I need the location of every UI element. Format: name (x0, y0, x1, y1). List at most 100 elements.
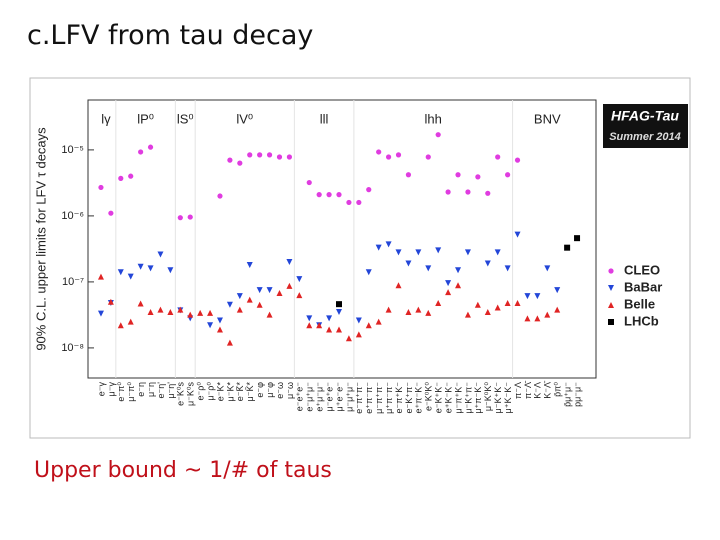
x-tick-label: μ⁺e⁻e⁻ (334, 382, 344, 412)
data-point (177, 306, 184, 313)
data-point (167, 308, 174, 315)
x-tick-label: e⁻π⁺π⁻ (354, 382, 364, 414)
data-point (266, 287, 273, 294)
x-tick-label: e⁻K⁰K⁰ (424, 382, 434, 411)
x-tick-label: μ⁺K⁻K⁻ (503, 382, 513, 414)
data-point (375, 318, 382, 325)
data-point (187, 311, 194, 318)
x-tick-label: μ⁻K̄* (245, 382, 255, 402)
data-point (514, 157, 521, 163)
data-point (226, 339, 233, 346)
section-label: lhh (425, 111, 442, 126)
data-point (464, 249, 471, 256)
data-point (464, 311, 471, 318)
x-tick-label: μ⁻K* (225, 382, 235, 402)
section-label: lll (320, 111, 329, 126)
data-point (128, 173, 134, 179)
data-point (425, 265, 432, 272)
data-point (227, 157, 233, 163)
data-point (286, 154, 293, 160)
badge-title: HFAG-Tau (611, 108, 679, 124)
data-point (355, 331, 362, 338)
data-point (167, 267, 174, 274)
data-point (187, 214, 193, 220)
x-tick-label: μ⁺π⁻K⁻ (473, 382, 483, 414)
x-tick-label: e⁻γ (96, 382, 106, 397)
legend-marker (608, 285, 614, 291)
data-point (138, 149, 144, 155)
data-point (306, 179, 312, 186)
data-point (197, 309, 204, 316)
data-point (365, 322, 372, 329)
section-label: lP⁰ (137, 111, 154, 126)
data-point (484, 260, 491, 267)
data-point (494, 304, 501, 311)
x-tick-label: p̄μ⁺μ⁻ (562, 382, 572, 407)
data-point (385, 154, 392, 160)
badge-box (603, 104, 688, 148)
data-point (494, 249, 501, 256)
x-tick-label: K⁻Λ̄ (543, 380, 553, 399)
data-point (276, 154, 283, 160)
data-point (266, 311, 273, 318)
x-tick-label: μ⁻K⁰s (186, 382, 196, 407)
slide-caption: Upper bound ~ 1/# of taus (34, 458, 332, 483)
x-tick-label: e⁺K⁻K⁻ (443, 382, 453, 414)
data-point (147, 265, 154, 272)
section-label: BNV (534, 111, 561, 126)
data-point (247, 152, 253, 158)
data-point (98, 184, 104, 191)
data-point (455, 282, 462, 289)
data-point (336, 308, 342, 315)
x-tick-label: e⁻e⁺e⁻ (295, 382, 305, 412)
data-point (474, 301, 481, 308)
data-point (376, 149, 382, 155)
y-axis-title: 90% C.L. upper limits for LFV τ decays (33, 127, 48, 351)
data-point (336, 326, 342, 333)
data-point (226, 301, 233, 308)
data-point (296, 292, 303, 299)
data-point (455, 172, 461, 178)
data-point (346, 199, 352, 206)
data-point (356, 199, 362, 206)
data-point (157, 306, 164, 313)
data-point (435, 299, 442, 306)
y-tick-label: 10⁻⁵ (61, 144, 84, 156)
legend-label: BaBar (624, 279, 662, 294)
section-label: lS⁰ (177, 111, 194, 126)
data-point (445, 280, 452, 287)
x-tick-label: μ⁻ω (285, 382, 295, 399)
data-point (117, 269, 124, 276)
data-point (465, 189, 471, 195)
data-point (207, 309, 214, 316)
data-point (118, 175, 124, 181)
data-point (97, 273, 104, 280)
data-point (505, 172, 511, 178)
data-point (108, 210, 114, 216)
data-point (405, 308, 412, 315)
x-tick-label: e⁻K⁺π⁻ (404, 382, 414, 414)
x-tick-label: e⁻K⁺K⁻ (434, 382, 444, 414)
x-tick-label: e⁻φ (255, 382, 265, 398)
data-point (246, 296, 253, 303)
x-tick-label: e⁻η' (156, 382, 166, 399)
data-point (336, 192, 342, 198)
data-point (534, 315, 541, 322)
legend-label: LHCb (624, 313, 659, 328)
x-tick-label: μ⁻e⁺e⁻ (324, 382, 334, 412)
data-point (524, 293, 531, 300)
data-point (564, 244, 571, 251)
data-point (256, 301, 263, 308)
data-point (445, 189, 451, 195)
data-point (415, 306, 422, 313)
data-point (524, 315, 531, 322)
data-point (107, 298, 114, 305)
data-point (355, 317, 362, 324)
x-tick-label: e⁻ρ⁰ (196, 382, 206, 401)
data-point (445, 289, 452, 296)
data-point (475, 174, 481, 180)
x-tick-label: μ⁻π⁺π⁻ (374, 382, 384, 414)
data-point (117, 322, 124, 329)
